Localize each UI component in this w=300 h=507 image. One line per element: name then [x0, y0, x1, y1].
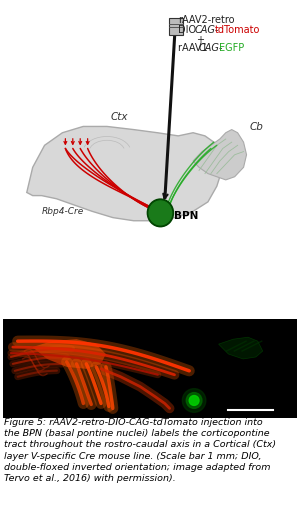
Text: CAG-: CAG-: [195, 25, 219, 35]
Text: rAAV2-retro: rAAV2-retro: [178, 15, 235, 25]
Text: +: +: [196, 34, 204, 45]
Circle shape: [149, 201, 172, 225]
Text: Figure 5: rAAV2-retro-DIO-CAG-tdTomato injection into
the BPN (basal pontine nuc: Figure 5: rAAV2-retro-DIO-CAG-tdTomato i…: [4, 418, 277, 483]
Text: CAG-: CAG-: [199, 43, 224, 53]
Polygon shape: [193, 130, 247, 180]
Polygon shape: [219, 337, 263, 359]
Text: rAAV1: rAAV1: [178, 43, 211, 53]
Text: Ctx: Ctx: [110, 112, 128, 122]
Circle shape: [147, 199, 173, 227]
Text: tdTomato: tdTomato: [214, 25, 260, 35]
Text: BPN: BPN: [174, 211, 198, 221]
Text: Cb: Cb: [250, 122, 263, 132]
Circle shape: [186, 392, 202, 409]
Circle shape: [189, 395, 199, 406]
Polygon shape: [32, 339, 106, 369]
Polygon shape: [27, 126, 223, 221]
Text: Rbp4-Cre: Rbp4-Cre: [42, 207, 84, 216]
Circle shape: [182, 388, 206, 412]
FancyBboxPatch shape: [169, 18, 183, 35]
Text: EGFP: EGFP: [219, 43, 244, 53]
Text: DIO: DIO: [178, 25, 200, 35]
